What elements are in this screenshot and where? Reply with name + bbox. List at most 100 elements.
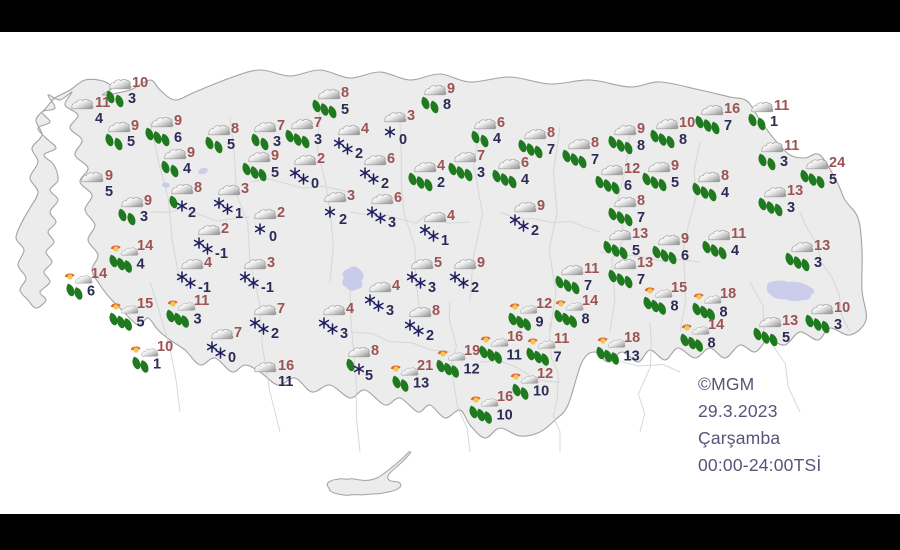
svg-text:6: 6 bbox=[174, 130, 182, 146]
svg-text:8: 8 bbox=[432, 303, 440, 319]
svg-text:18: 18 bbox=[624, 330, 640, 346]
svg-text:3: 3 bbox=[267, 255, 275, 271]
svg-text:2: 2 bbox=[471, 280, 479, 296]
svg-text:11: 11 bbox=[194, 293, 209, 309]
svg-text:9: 9 bbox=[537, 198, 545, 214]
svg-text:11: 11 bbox=[784, 138, 799, 154]
svg-text:10: 10 bbox=[533, 384, 549, 400]
svg-text:4: 4 bbox=[521, 172, 529, 188]
svg-text:16: 16 bbox=[497, 389, 513, 405]
svg-text:9: 9 bbox=[477, 255, 485, 271]
svg-text:9: 9 bbox=[174, 113, 182, 129]
svg-text:4: 4 bbox=[361, 121, 369, 137]
svg-text:5: 5 bbox=[829, 172, 837, 188]
svg-text:13: 13 bbox=[787, 183, 803, 199]
svg-text:10: 10 bbox=[497, 408, 513, 424]
svg-text:1: 1 bbox=[441, 233, 449, 249]
svg-text:4: 4 bbox=[392, 278, 400, 294]
svg-text:4: 4 bbox=[731, 243, 739, 259]
svg-text:11: 11 bbox=[278, 374, 293, 390]
svg-text:9: 9 bbox=[447, 81, 455, 97]
svg-text:11: 11 bbox=[554, 331, 569, 347]
svg-text:19: 19 bbox=[464, 343, 480, 359]
svg-text:2: 2 bbox=[271, 326, 279, 342]
svg-text:13: 13 bbox=[637, 255, 653, 271]
svg-text:15: 15 bbox=[671, 280, 687, 296]
svg-text:4: 4 bbox=[346, 301, 354, 317]
svg-text:0: 0 bbox=[228, 350, 236, 366]
svg-text:3: 3 bbox=[787, 200, 795, 216]
svg-text:5: 5 bbox=[127, 134, 135, 150]
svg-text:6: 6 bbox=[394, 190, 402, 206]
svg-text:8: 8 bbox=[721, 168, 729, 184]
svg-text:6: 6 bbox=[521, 155, 529, 171]
svg-text:3: 3 bbox=[386, 303, 394, 319]
svg-text:18: 18 bbox=[720, 286, 736, 302]
svg-text:9: 9 bbox=[187, 145, 195, 161]
svg-text:3: 3 bbox=[347, 188, 355, 204]
svg-text:3: 3 bbox=[780, 154, 788, 170]
svg-text:4: 4 bbox=[204, 255, 212, 271]
svg-text:7: 7 bbox=[554, 350, 562, 366]
svg-text:10: 10 bbox=[132, 75, 148, 91]
svg-text:9: 9 bbox=[536, 315, 544, 331]
svg-text:9: 9 bbox=[681, 231, 689, 247]
svg-text:7: 7 bbox=[724, 118, 732, 134]
svg-text:2: 2 bbox=[339, 212, 347, 228]
svg-text:3: 3 bbox=[477, 165, 485, 181]
svg-text:1: 1 bbox=[235, 206, 243, 222]
svg-text:3: 3 bbox=[388, 215, 396, 231]
svg-text:16: 16 bbox=[724, 101, 740, 117]
svg-text:0: 0 bbox=[311, 176, 319, 192]
svg-text:9: 9 bbox=[671, 158, 679, 174]
svg-text:9: 9 bbox=[131, 118, 139, 134]
svg-text:8: 8 bbox=[637, 138, 645, 154]
svg-text:11: 11 bbox=[774, 98, 789, 114]
svg-text:8: 8 bbox=[547, 125, 555, 141]
svg-text:8: 8 bbox=[591, 135, 599, 151]
svg-text:11: 11 bbox=[731, 226, 746, 242]
svg-text:14: 14 bbox=[91, 266, 107, 282]
svg-text:9: 9 bbox=[105, 168, 113, 184]
svg-text:13: 13 bbox=[624, 349, 640, 365]
svg-text:3: 3 bbox=[128, 91, 136, 107]
svg-text:5: 5 bbox=[105, 184, 113, 200]
svg-text:4: 4 bbox=[437, 158, 445, 174]
svg-text:3: 3 bbox=[194, 312, 202, 328]
svg-text:0: 0 bbox=[399, 132, 407, 148]
svg-text:8: 8 bbox=[582, 312, 590, 328]
svg-text:11: 11 bbox=[95, 95, 110, 111]
svg-text:8: 8 bbox=[443, 97, 451, 113]
svg-text:7: 7 bbox=[547, 142, 555, 158]
svg-text:-1: -1 bbox=[215, 246, 228, 262]
svg-text:24: 24 bbox=[829, 155, 845, 171]
svg-text:10: 10 bbox=[679, 115, 695, 131]
svg-text:5: 5 bbox=[341, 102, 349, 118]
svg-text:5: 5 bbox=[434, 255, 442, 271]
svg-text:7: 7 bbox=[277, 118, 285, 134]
svg-text:2: 2 bbox=[317, 151, 325, 167]
svg-text:7: 7 bbox=[477, 148, 485, 164]
svg-text:2: 2 bbox=[531, 223, 539, 239]
svg-text:5: 5 bbox=[365, 368, 373, 384]
svg-text:8: 8 bbox=[341, 85, 349, 101]
svg-text:3: 3 bbox=[428, 280, 436, 296]
svg-text:16: 16 bbox=[278, 358, 294, 374]
svg-text:12: 12 bbox=[624, 161, 640, 177]
svg-text:11: 11 bbox=[507, 348, 522, 364]
svg-text:7: 7 bbox=[314, 115, 322, 131]
svg-text:10: 10 bbox=[157, 339, 173, 355]
svg-text:9: 9 bbox=[144, 193, 152, 209]
svg-text:13: 13 bbox=[413, 376, 429, 392]
svg-text:14: 14 bbox=[582, 293, 598, 309]
svg-text:3: 3 bbox=[407, 108, 415, 124]
svg-text:6: 6 bbox=[497, 115, 505, 131]
svg-text:8: 8 bbox=[637, 193, 645, 209]
svg-text:9: 9 bbox=[271, 148, 279, 164]
svg-text:3: 3 bbox=[340, 326, 348, 342]
svg-text:11: 11 bbox=[584, 261, 599, 277]
svg-text:3: 3 bbox=[814, 255, 822, 271]
svg-text:12: 12 bbox=[464, 362, 480, 378]
svg-text:13: 13 bbox=[632, 226, 648, 242]
svg-text:7: 7 bbox=[234, 325, 242, 341]
